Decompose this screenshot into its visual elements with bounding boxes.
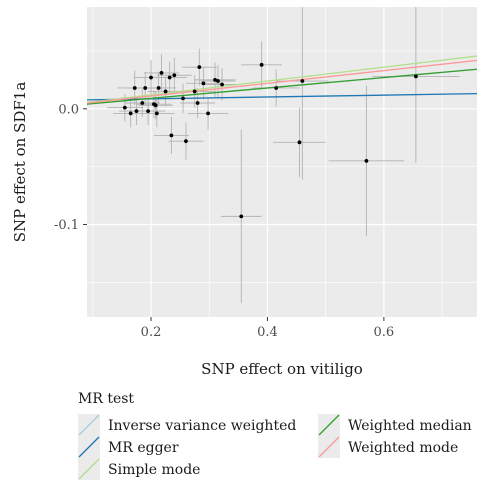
data-point (192, 89, 197, 94)
data-point (163, 89, 168, 94)
data-point (172, 73, 177, 78)
x-tick-label: 0.4 (257, 325, 278, 340)
data-point (184, 139, 188, 144)
legend-label: MR egger (108, 440, 179, 456)
legend-title: MR test (78, 391, 134, 407)
mr-fit-lines (86, 55, 478, 105)
data-point (134, 109, 139, 114)
data-point (201, 81, 206, 86)
legend-key-line (78, 458, 100, 480)
legend: MR test Inverse variance weighted MR egge… (78, 391, 472, 480)
data-point (413, 74, 418, 79)
legend-label: Inverse variance weighted (108, 418, 296, 434)
data-point (206, 111, 210, 116)
fit-line-weighted-median (86, 68, 478, 105)
grid-lines (87, 7, 477, 317)
data-point (216, 79, 220, 83)
y-tick-label: -0.1 (54, 218, 79, 233)
legend-label: Weighted mode (348, 440, 458, 456)
legend-key-line (318, 414, 340, 436)
y-axis-ticks: 0.0 -0.1 (54, 102, 87, 233)
legend-key-line (78, 414, 100, 436)
data-point (181, 96, 185, 101)
y-axis-title: SNP effect on SDF1a (11, 82, 29, 243)
x-tick-label: 0.2 (141, 325, 162, 340)
fit-line-simple-mode (86, 55, 478, 104)
data-point (132, 86, 137, 90)
legend-label: Simple mode (108, 462, 200, 478)
data-points (122, 62, 418, 219)
data-point (364, 158, 369, 163)
data-point (167, 75, 172, 80)
data-point (239, 214, 244, 219)
data-point (146, 109, 151, 114)
data-point (154, 111, 159, 116)
x-axis-ticks: 0.2 0.4 0.6 (141, 317, 395, 340)
data-point (140, 101, 145, 105)
data-point (153, 103, 158, 108)
plot-panel (87, 7, 477, 317)
data-point (297, 140, 302, 145)
legend-key-line (78, 436, 100, 458)
data-point (259, 62, 264, 67)
y-tick-label: 0.0 (58, 102, 79, 117)
data-point (274, 86, 279, 90)
data-point (195, 101, 200, 105)
data-point (213, 77, 217, 82)
data-point (169, 133, 174, 138)
data-point (128, 111, 133, 116)
data-point (197, 65, 202, 70)
data-point (220, 82, 224, 87)
x-axis-title: SNP effect on vitiligo (201, 360, 363, 378)
legend-key-line (318, 436, 340, 458)
data-point (300, 79, 305, 83)
data-point (156, 86, 161, 90)
data-point (143, 86, 148, 90)
x-tick-label: 0.6 (374, 325, 395, 340)
data-point (159, 71, 164, 75)
legend-label: Weighted median (348, 418, 472, 434)
data-point (149, 75, 153, 80)
fit-line-weighted-mode (86, 59, 478, 104)
data-point (122, 105, 127, 110)
